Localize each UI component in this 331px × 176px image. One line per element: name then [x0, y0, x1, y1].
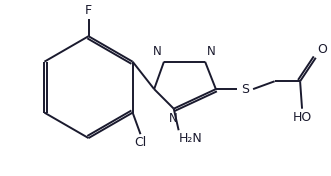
Text: O: O	[318, 43, 328, 56]
Text: N: N	[169, 112, 178, 125]
Text: F: F	[85, 4, 92, 17]
Text: N: N	[153, 45, 162, 58]
Text: HO: HO	[292, 111, 312, 124]
Text: S: S	[241, 83, 249, 96]
Text: N: N	[207, 45, 216, 58]
Text: H₂N: H₂N	[179, 132, 202, 145]
Text: Cl: Cl	[134, 136, 147, 149]
